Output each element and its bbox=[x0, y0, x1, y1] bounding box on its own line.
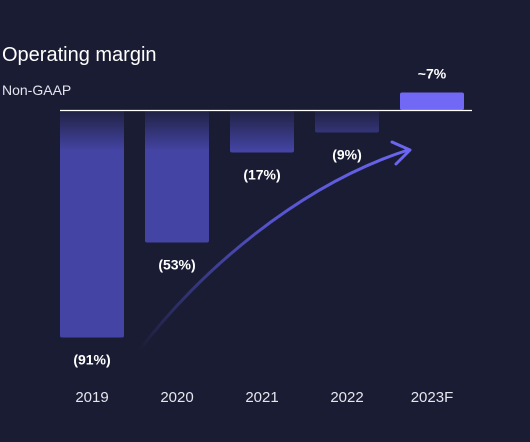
data-label-2021: (17%) bbox=[243, 167, 280, 183]
bar-2023F bbox=[400, 92, 464, 110]
trend-arrow bbox=[136, 140, 412, 354]
trend-arrow-curve bbox=[136, 148, 410, 354]
data-label-2020: (53%) bbox=[158, 257, 195, 273]
bar-2019 bbox=[60, 110, 124, 338]
tick-label-2020: 2020 bbox=[160, 389, 193, 406]
data-labels: (91%) (53%) (17%) (9%) ~7% bbox=[73, 66, 446, 368]
trend-arrow-head bbox=[390, 140, 412, 166]
x-axis-ticks: 2019 2020 2021 2022 2023F bbox=[75, 389, 453, 406]
data-label-2022: (9%) bbox=[332, 147, 362, 163]
data-label-2023F: ~7% bbox=[418, 66, 447, 82]
tick-label-2021: 2021 bbox=[245, 389, 278, 406]
axis-shadow bbox=[60, 111, 472, 151]
chart-title: Operating margin bbox=[2, 44, 157, 66]
data-label-2019: (91%) bbox=[73, 352, 110, 368]
tick-label-2019: 2019 bbox=[75, 389, 108, 406]
tick-label-2022: 2022 bbox=[330, 389, 363, 406]
chart-subtitle: Non-GAAP bbox=[2, 82, 72, 98]
tick-label-2023F: 2023F bbox=[411, 389, 454, 406]
